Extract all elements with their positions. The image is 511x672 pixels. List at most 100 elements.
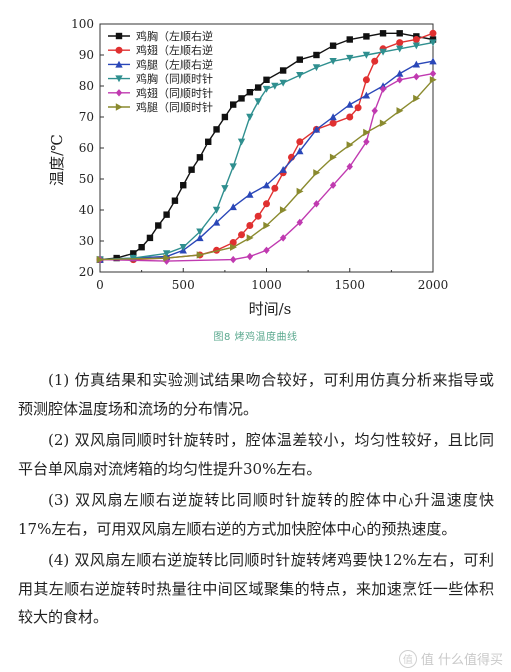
data-point-s6	[329, 153, 337, 161]
legend-marker-2	[115, 46, 123, 54]
data-point-s3	[329, 113, 337, 121]
data-point-s3	[279, 166, 287, 173]
data-point-s6	[379, 119, 387, 127]
data-point-s4	[429, 39, 437, 47]
data-point-s4	[221, 185, 229, 192]
x-tick-label: 0	[96, 278, 104, 292]
data-point-s5	[346, 162, 353, 171]
data-point-s1	[296, 56, 303, 63]
paragraph-1: (1) 仿真结果和实验测试结果吻合较好，可利用仿真分析来指导或预测腔体温度场和流…	[18, 371, 494, 418]
y-tick-label: 50	[79, 172, 94, 186]
watermark: 值 值 什么值得买	[398, 649, 503, 668]
watermark-text: 值 什么值得买	[420, 653, 503, 668]
x-tick-label: 1000	[251, 278, 282, 292]
data-point-s1	[146, 234, 154, 242]
data-point-s2	[254, 212, 262, 220]
y-tick-label: 70	[79, 110, 94, 124]
data-point-s4	[254, 98, 262, 106]
data-point-s1	[254, 84, 262, 91]
data-point-s1	[313, 51, 320, 59]
data-point-s1	[346, 36, 353, 43]
data-point-s4	[362, 51, 371, 59]
data-point-s2	[238, 231, 246, 239]
data-point-s1	[213, 126, 220, 133]
legend-marker-5	[115, 89, 123, 97]
data-point-s4	[296, 71, 304, 79]
data-point-s5	[329, 181, 337, 189]
data-point-s6	[263, 221, 271, 230]
data-point-s1	[221, 113, 229, 121]
series-line-5	[99, 72, 434, 262]
data-point-s5	[246, 252, 254, 261]
legend-label-1: 鸡胸（左顺右逆	[136, 29, 213, 43]
y-axis-label: 温度/℃	[48, 134, 66, 186]
data-point-s4	[262, 85, 271, 93]
watermark-logo-icon: 值	[398, 649, 417, 668]
data-point-s1	[180, 182, 187, 189]
data-point-s4	[312, 64, 321, 72]
data-point-s4	[246, 113, 254, 121]
data-point-s1	[363, 33, 370, 40]
data-point-s1	[379, 30, 387, 37]
data-point-s4	[196, 228, 204, 236]
x-axis-label: 时间/s	[249, 300, 292, 318]
data-point-s1	[163, 211, 170, 218]
data-point-s3	[262, 181, 271, 189]
data-point-s3	[396, 69, 404, 77]
data-point-s2	[329, 119, 337, 127]
data-point-s4	[396, 45, 404, 53]
y-tick-label: 30	[79, 234, 94, 248]
legend-marker-1	[115, 32, 123, 40]
data-point-s4	[212, 206, 221, 214]
figure-caption: 图8 烤鸡温度曲线	[213, 332, 298, 343]
x-tick-label: 2000	[418, 278, 449, 292]
data-point-s5	[296, 218, 303, 227]
legend-label-2: 鸡翅（左顺右逆	[136, 43, 213, 57]
data-point-s1	[188, 166, 195, 173]
data-point-s2	[271, 184, 279, 192]
data-point-s4	[412, 42, 421, 50]
data-point-s3	[229, 203, 237, 211]
paragraph-2: (2) 双风扇同顺时针旋转时，腔体温差较小，均匀性较好，且比同平台单风扇对流烤箱…	[18, 431, 494, 478]
data-point-s3	[429, 57, 437, 65]
data-point-s4	[162, 250, 171, 258]
data-point-s5	[363, 138, 370, 146]
data-point-s5	[371, 107, 378, 115]
data-point-s3	[312, 125, 321, 133]
x-tick-label: 1500	[334, 278, 365, 292]
data-point-s4	[237, 138, 246, 146]
y-tick-label: 100	[71, 17, 94, 31]
data-point-s1	[396, 30, 403, 37]
data-point-s6	[163, 254, 171, 262]
data-point-s6	[346, 141, 354, 149]
legend-label-5: 鸡翅（同顺时针	[136, 86, 213, 100]
data-point-s2	[371, 57, 379, 65]
data-point-s3	[246, 190, 254, 198]
data-point-s1	[205, 138, 212, 145]
data-point-s4	[329, 58, 337, 65]
data-point-s2	[396, 39, 404, 47]
data-point-s5	[396, 76, 403, 84]
data-point-s6	[230, 243, 237, 251]
data-point-s6	[313, 169, 321, 177]
data-point-s1	[138, 244, 145, 251]
data-point-s4	[279, 79, 287, 87]
data-point-s4	[179, 244, 187, 251]
data-point-s4	[229, 163, 237, 171]
legend-label-4: 鸡胸（同顺时针	[136, 72, 213, 86]
data-point-s1	[113, 254, 120, 262]
data-point-s2	[354, 104, 362, 112]
data-point-s2	[263, 200, 270, 208]
data-point-s4	[346, 54, 354, 62]
legend-label-3: 鸡腿（左顺右逆	[136, 57, 213, 71]
data-point-s1	[230, 101, 237, 108]
y-tick-label: 90	[79, 48, 94, 62]
data-point-s3	[196, 234, 204, 242]
data-point-s1	[155, 222, 162, 229]
data-point-s3	[346, 100, 354, 108]
data-point-s3	[412, 60, 421, 68]
data-point-s2	[246, 222, 254, 229]
data-point-s1	[238, 95, 245, 102]
data-point-s1	[246, 89, 254, 96]
data-point-s2	[412, 36, 420, 43]
